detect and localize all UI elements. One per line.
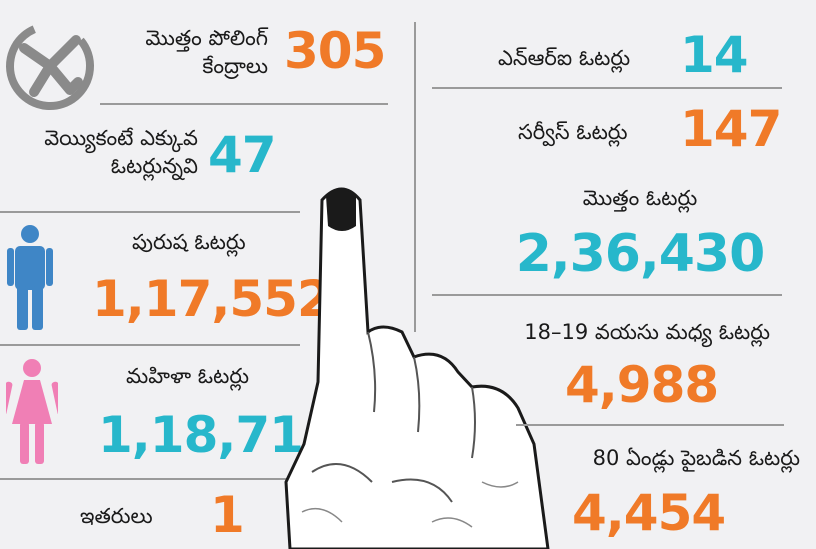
inked-finger-hand-icon [284, 187, 550, 549]
male-person-icon [7, 225, 53, 330]
age-18-19-label: 18–19 వయసు మధ్య ఓటర్లు [524, 320, 770, 344]
total-voters-label: మొత్తం ఓటర్లు [582, 186, 698, 210]
over-thousand-value: 47 [208, 126, 277, 184]
divider [0, 344, 300, 346]
divider [516, 424, 784, 426]
nri-voters-label: ఎన్ఆర్ఐ ఓటర్లు [498, 46, 631, 70]
male-voters-label: పురుష ఓటర్లు [132, 230, 246, 254]
polling-stations-value: 305 [284, 22, 386, 80]
over-thousand-label: వెయ్యికంటే ఎక్కువ ఓటర్లున్నవి [44, 126, 198, 178]
male-voters-value: 1,17,552 [92, 270, 332, 328]
polling-stations-label: మొత్తం పోలింగ్ కేంద్రాలు [145, 26, 268, 78]
nri-voters-value: 14 [680, 26, 749, 84]
others-value: 1 [210, 486, 245, 544]
service-voters-value: 147 [680, 100, 782, 158]
column-divider [414, 22, 416, 332]
age-80-plus-value: 4,454 [572, 484, 726, 542]
divider [432, 87, 782, 89]
divider [100, 103, 388, 105]
age-18-19-value: 4,988 [565, 356, 719, 414]
divider [0, 478, 290, 480]
total-voters-value: 2,36,430 [515, 224, 766, 284]
age-80-plus-label: 80 ఏండ్లు పైబడిన ఓటర్లు [592, 446, 800, 470]
others-label: ఇతరులు [80, 504, 153, 528]
divider [0, 211, 300, 213]
service-voters-label: సర్వీస్ ఓటర్లు [518, 120, 628, 144]
female-person-icon [6, 359, 58, 464]
female-voters-label: మహిళా ఓటర్లు [126, 364, 250, 388]
divider [432, 294, 782, 296]
ballot-swastik-icon [6, 22, 94, 110]
